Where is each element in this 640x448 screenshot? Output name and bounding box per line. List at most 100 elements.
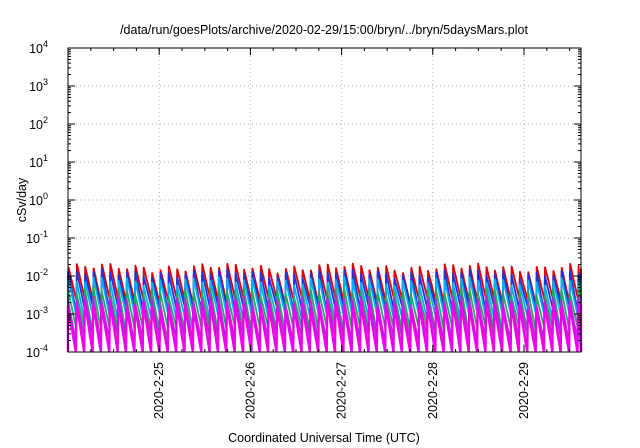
data-point xyxy=(494,273,496,275)
data-point xyxy=(143,266,145,268)
data-point xyxy=(377,270,379,272)
data-point xyxy=(326,296,328,298)
data-point xyxy=(477,269,479,271)
data-point xyxy=(410,280,412,282)
y-axis-ticks: 104 103 102 101 100 10-1 10-2 10-3 10-4 xyxy=(26,39,581,360)
data-point xyxy=(393,269,396,271)
data-point xyxy=(385,283,387,285)
y-tick-label: 100 xyxy=(29,191,48,208)
y-tick-label: 10-1 xyxy=(26,229,48,246)
data-point xyxy=(92,276,94,278)
data-point xyxy=(109,300,111,302)
data-point xyxy=(151,297,153,299)
data-point xyxy=(561,270,563,272)
data-point xyxy=(577,299,579,301)
data-point xyxy=(544,293,546,295)
data-point xyxy=(318,264,320,266)
data-point xyxy=(176,297,178,299)
data-point xyxy=(193,265,195,267)
data-point xyxy=(218,296,220,298)
data-point xyxy=(460,277,462,279)
data-point xyxy=(485,300,487,302)
data-point xyxy=(510,302,512,305)
data-point xyxy=(118,274,120,276)
data-point xyxy=(577,273,580,275)
data-point xyxy=(443,303,445,305)
data-point xyxy=(168,265,170,267)
data-point xyxy=(360,265,362,267)
data-point xyxy=(92,303,94,305)
data-point xyxy=(167,302,169,304)
data-point xyxy=(201,297,203,299)
data-point xyxy=(151,272,153,274)
data-point xyxy=(235,263,237,266)
data-point xyxy=(76,270,78,272)
data-point xyxy=(502,292,504,294)
data-point xyxy=(477,301,479,303)
data-point xyxy=(243,302,245,304)
data-point xyxy=(134,270,136,272)
data-point xyxy=(485,266,488,268)
data-point xyxy=(260,264,262,266)
data-point xyxy=(218,266,220,268)
data-point xyxy=(493,305,495,307)
data-point xyxy=(452,264,454,266)
data-point xyxy=(84,300,86,302)
data-point xyxy=(184,273,186,276)
data-point xyxy=(201,281,203,283)
data-point xyxy=(234,281,237,283)
data-point xyxy=(502,306,504,309)
data-point xyxy=(452,290,454,292)
data-point xyxy=(309,298,312,300)
data-point xyxy=(360,300,362,302)
data-point xyxy=(343,269,345,271)
data-point xyxy=(527,309,529,311)
data-point xyxy=(376,307,378,309)
data-point xyxy=(368,287,370,289)
data-point xyxy=(510,300,512,302)
data-point xyxy=(76,292,78,294)
data-point xyxy=(418,295,420,297)
x-tick-label: 2020-2-29 xyxy=(517,362,531,419)
data-point xyxy=(84,265,86,268)
data-point xyxy=(560,277,563,279)
data-point xyxy=(368,295,370,298)
data-point xyxy=(243,295,245,297)
data-point xyxy=(109,291,111,293)
data-point xyxy=(519,270,521,273)
data-point xyxy=(569,302,571,304)
data-point xyxy=(418,284,420,287)
data-point xyxy=(251,270,253,272)
data-point xyxy=(385,272,387,274)
data-point xyxy=(385,301,387,303)
data-point xyxy=(402,279,404,281)
data-point xyxy=(184,278,186,281)
y-tick-label: 10-4 xyxy=(26,343,48,360)
x-tick-label: 2020-2-28 xyxy=(426,362,440,419)
data-point xyxy=(502,302,504,304)
data-point xyxy=(101,276,103,278)
data-point xyxy=(109,281,111,283)
data-point xyxy=(502,270,504,272)
data-point xyxy=(176,268,178,270)
data-point xyxy=(427,269,429,272)
data-point xyxy=(469,265,471,267)
data-point xyxy=(268,302,270,304)
data-point xyxy=(268,268,270,270)
data-point xyxy=(410,304,412,306)
data-point xyxy=(334,301,337,303)
data-point xyxy=(351,299,353,301)
data-point xyxy=(343,304,345,306)
data-point xyxy=(276,272,279,274)
data-point xyxy=(176,276,178,279)
data-point xyxy=(544,284,546,287)
data-point xyxy=(234,291,236,293)
data-point xyxy=(192,300,195,303)
data-point xyxy=(75,301,77,303)
data-point xyxy=(326,300,328,302)
data-point xyxy=(351,302,353,304)
data-point xyxy=(544,266,546,268)
data-point xyxy=(201,271,203,273)
data-point xyxy=(101,268,103,270)
data-point xyxy=(343,287,345,289)
